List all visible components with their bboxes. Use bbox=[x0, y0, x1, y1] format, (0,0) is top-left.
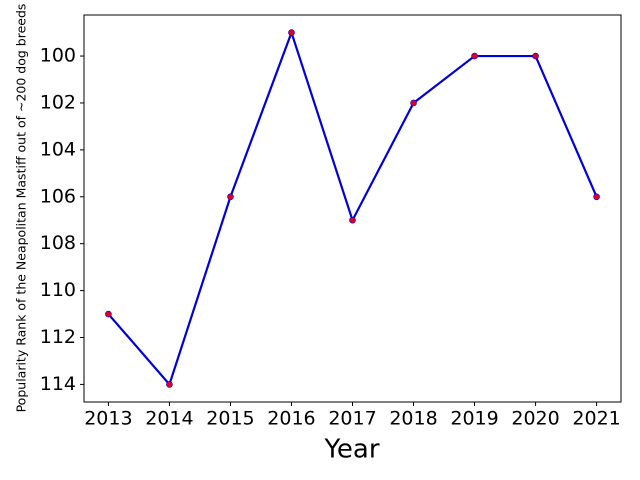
data-point bbox=[532, 52, 539, 60]
data-point bbox=[227, 193, 234, 201]
data-point bbox=[593, 193, 600, 201]
y-tick-label: 110 bbox=[40, 279, 76, 301]
x-tick-label: 2019 bbox=[450, 408, 498, 430]
data-point bbox=[471, 52, 478, 60]
y-tick-label: 104 bbox=[40, 138, 76, 160]
data-point bbox=[166, 381, 173, 388]
x-tick-label: 2018 bbox=[389, 408, 437, 430]
data-point bbox=[105, 310, 112, 318]
y-tick-label: 114 bbox=[40, 373, 76, 395]
data-point bbox=[288, 29, 295, 36]
x-tick-label: 2013 bbox=[84, 408, 132, 430]
y-tick-label: 106 bbox=[40, 185, 76, 207]
plot-area bbox=[83, 14, 622, 403]
x-tick-label: 2021 bbox=[572, 408, 620, 430]
x-tick-label: 2014 bbox=[145, 408, 193, 430]
y-tick-label: 100 bbox=[40, 45, 76, 67]
x-tick-label: 2015 bbox=[206, 408, 254, 430]
y-tick-label: 108 bbox=[40, 232, 76, 254]
x-tick-label: 2017 bbox=[328, 408, 376, 430]
y-tick-label: 102 bbox=[40, 91, 76, 113]
data-point bbox=[410, 99, 417, 107]
y-axis-label: Popularity Rank of the Neapolitan Mastif… bbox=[14, 4, 29, 413]
x-axis-label: Year bbox=[323, 435, 379, 465]
x-tick-label: 2020 bbox=[511, 408, 559, 430]
y-tick-label: 112 bbox=[40, 326, 76, 348]
x-tick-label: 2016 bbox=[267, 408, 315, 430]
data-line bbox=[107, 29, 598, 387]
data-point bbox=[349, 216, 356, 224]
